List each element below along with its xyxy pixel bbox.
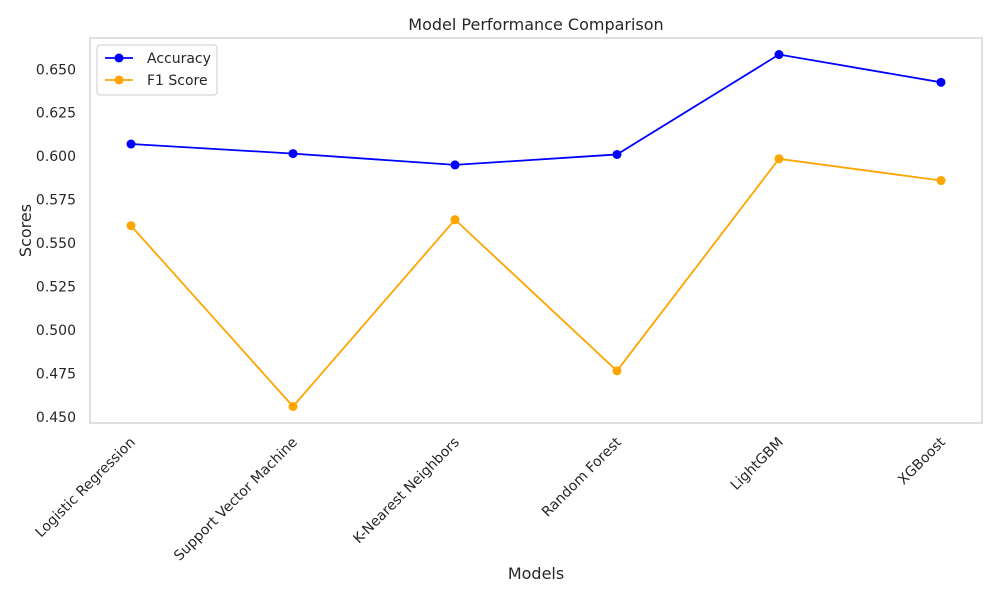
x-tick-label: XGBoost <box>895 434 949 488</box>
chart-title: Model Performance Comparison <box>408 15 663 34</box>
legend-label: Accuracy <box>147 51 211 67</box>
data-point <box>774 154 784 164</box>
plot-area-frame <box>89 37 983 424</box>
x-axis-label: Models <box>508 564 564 583</box>
y-axis: 0.450 0.475 0.500 0.525 0.550 0.575 0.600 0.625… <box>36 62 76 426</box>
y-tick-label: 0.650 <box>36 62 76 78</box>
x-tick-label: Support Vector Machine <box>171 435 301 565</box>
y-tick-label: 0.475 <box>36 366 76 382</box>
legend-marker <box>114 53 124 63</box>
series-line-1 <box>130 157 942 408</box>
series-line-0 <box>130 53 942 166</box>
y-tick-label: 0.625 <box>36 106 76 122</box>
x-tick-label: K-Nearest Neighbors <box>350 435 462 547</box>
data-point <box>126 221 136 231</box>
data-point <box>288 149 298 159</box>
data-point <box>774 50 784 60</box>
y-tick-label: 0.550 <box>36 236 76 252</box>
data-point <box>936 77 946 87</box>
x-axis: Logistic Regression Support Vector Machin… <box>33 434 950 564</box>
x-tick-label: Logistic Regression <box>33 435 139 541</box>
y-tick-label: 0.500 <box>36 323 76 339</box>
data-point <box>288 401 298 411</box>
data-point <box>936 176 946 186</box>
x-tick-label: Random Forest <box>539 434 625 520</box>
data-point <box>126 139 136 149</box>
y-tick-label: 0.575 <box>36 193 76 209</box>
legend-label: F1 Score <box>147 73 208 89</box>
legend: Accuracy F1 Score <box>96 44 218 96</box>
x-tick-label: LightGBM <box>728 435 787 494</box>
y-tick-label: 0.450 <box>36 410 76 426</box>
data-point <box>450 215 460 225</box>
y-tick-label: 0.600 <box>36 149 76 165</box>
y-tick-label: 0.525 <box>36 280 76 296</box>
series-layer <box>126 50 946 411</box>
data-point <box>612 366 622 376</box>
data-point <box>450 160 460 170</box>
data-point <box>612 149 622 159</box>
y-axis-label: Scores <box>16 204 35 257</box>
legend-marker <box>114 75 124 85</box>
